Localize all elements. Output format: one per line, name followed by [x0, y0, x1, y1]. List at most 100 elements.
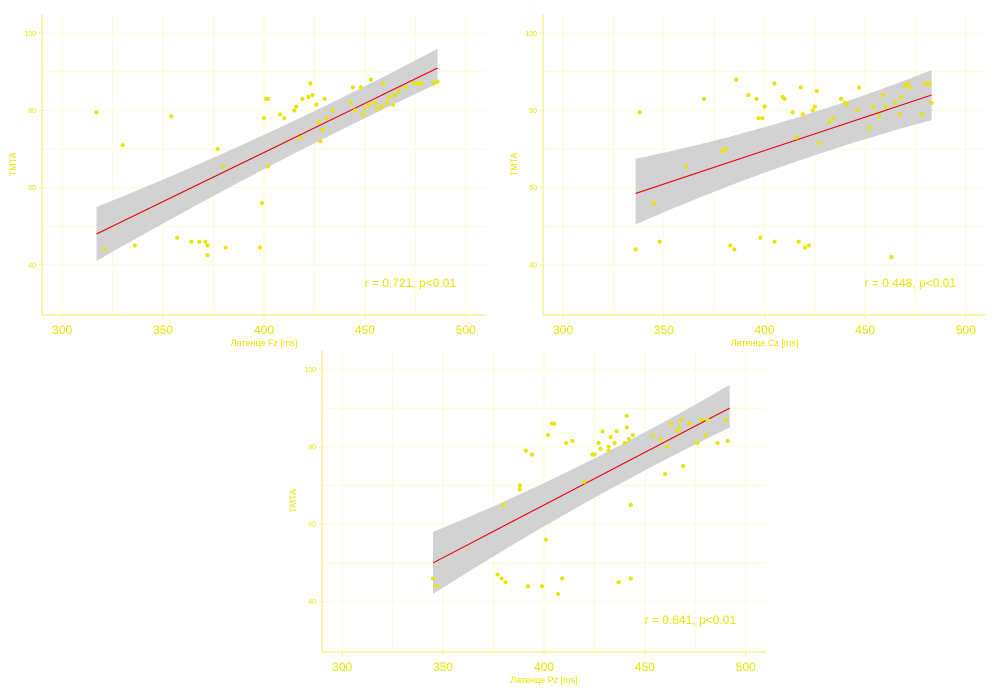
- data-point: [650, 433, 656, 438]
- correlation-annotation: r = 0.448, p<0.01: [865, 276, 957, 290]
- data-point: [606, 448, 611, 453]
- data-point: [897, 112, 902, 117]
- data-point: [306, 94, 311, 100]
- data-point: [169, 114, 174, 119]
- data-point: [624, 413, 629, 418]
- data-point: [322, 96, 327, 101]
- data-point: [215, 146, 220, 152]
- data-point: [102, 247, 107, 252]
- x-tick-label: 400: [254, 323, 274, 337]
- data-point: [612, 440, 617, 446]
- data-point: [203, 239, 208, 244]
- data-point: [630, 433, 635, 438]
- y-tick-label: 100: [24, 31, 36, 38]
- data-point: [657, 239, 662, 244]
- data-point: [378, 104, 384, 109]
- data-point: [517, 487, 522, 492]
- data-point: [435, 79, 440, 84]
- data-point: [523, 448, 528, 453]
- data-point: [320, 127, 325, 132]
- regression-line: [96, 67, 438, 235]
- data-point: [397, 89, 402, 94]
- data-point: [816, 141, 821, 146]
- data-point: [677, 425, 682, 430]
- y-tick-label: 40: [308, 599, 316, 606]
- data-point: [624, 425, 629, 430]
- data-point: [120, 143, 125, 148]
- data-point: [419, 81, 424, 86]
- y-axis-label: TMTA: [8, 153, 18, 177]
- data-point: [598, 446, 603, 451]
- data-point: [871, 104, 876, 109]
- data-point: [715, 440, 720, 446]
- data-point: [393, 92, 398, 98]
- data-point: [348, 100, 353, 105]
- y-tick-label: 80: [28, 108, 36, 115]
- data-point: [543, 537, 549, 542]
- data-point: [564, 440, 569, 446]
- data-point: [695, 440, 700, 446]
- data-point: [205, 243, 210, 248]
- data-point: [675, 429, 680, 434]
- data-point: [434, 584, 440, 589]
- data-point: [919, 112, 924, 117]
- data-point: [596, 440, 601, 446]
- data-point: [189, 239, 194, 244]
- data-point: [316, 119, 321, 125]
- data-point: [746, 92, 751, 98]
- data-point: [294, 104, 299, 109]
- data-point: [495, 572, 500, 577]
- data-point: [732, 247, 737, 252]
- data-point: [812, 104, 817, 109]
- data-point: [501, 502, 506, 507]
- data-point: [796, 239, 801, 244]
- x-tick-label: 350: [153, 323, 173, 337]
- y-tick-label: 60: [529, 185, 537, 192]
- data-point: [905, 81, 910, 86]
- data-point: [899, 94, 904, 100]
- data-point: [318, 139, 323, 144]
- data-point: [431, 81, 436, 86]
- data-point: [830, 116, 836, 121]
- data-point: [889, 255, 894, 260]
- data-point: [310, 92, 315, 98]
- data-point: [330, 108, 335, 113]
- y-tick-label: 60: [308, 522, 316, 529]
- data-point: [681, 464, 686, 469]
- data-point: [606, 444, 611, 449]
- data-point: [927, 81, 932, 86]
- data-point: [907, 85, 912, 90]
- data-point: [197, 239, 202, 244]
- data-point: [662, 471, 668, 476]
- data-point: [923, 81, 928, 86]
- data-point: [881, 92, 886, 98]
- data-point: [806, 243, 811, 248]
- data-point: [734, 77, 739, 82]
- data-point: [725, 438, 730, 444]
- data-point: [324, 116, 329, 121]
- data-point: [893, 100, 898, 105]
- data-point: [300, 96, 305, 101]
- data-point: [314, 102, 319, 107]
- data-point: [94, 110, 99, 115]
- data-point: [798, 85, 803, 90]
- data-point: [368, 77, 374, 82]
- data-point: [760, 116, 765, 121]
- x-tick-label: 350: [654, 323, 674, 337]
- data-point: [810, 108, 815, 113]
- data-point: [366, 102, 372, 107]
- x-tick-label: 450: [635, 660, 655, 674]
- data-point: [651, 200, 656, 206]
- scatter-panel-1: 300 350 400 450 500 40 60 80 100 Латенце Fz [ms] T…: [8, 14, 486, 348]
- data-point: [529, 452, 534, 457]
- data-point: [679, 417, 684, 422]
- data-point: [380, 81, 386, 86]
- data-point: [350, 85, 355, 90]
- data-point: [308, 81, 313, 86]
- y-tick-label: 60: [28, 185, 36, 192]
- data-point: [844, 102, 850, 107]
- data-point: [814, 89, 819, 94]
- scatter-panel-3: 300 350 400 450 500 40 60 80 100 Латенце Pz [ms] T…: [288, 350, 766, 685]
- x-tick-label: 500: [736, 660, 756, 674]
